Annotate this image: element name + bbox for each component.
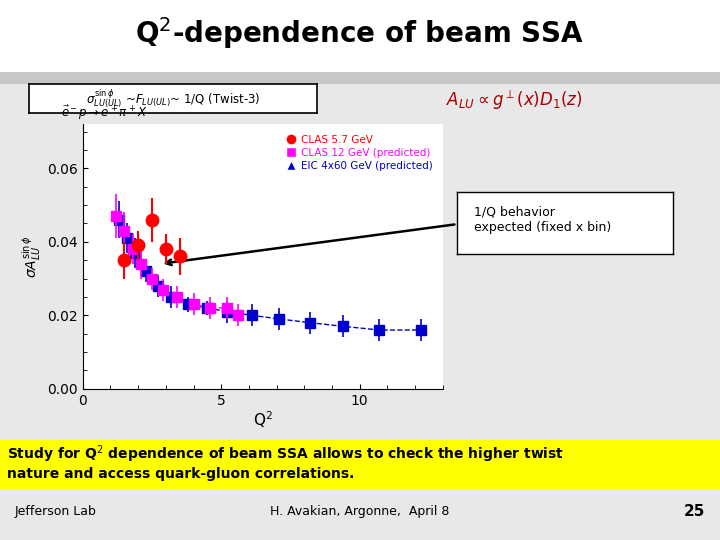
Text: Jefferson Lab: Jefferson Lab [14,505,96,518]
Text: 25: 25 [684,504,706,519]
Text: H. Avakian, Argonne,  April 8: H. Avakian, Argonne, April 8 [270,505,450,518]
Y-axis label: $\sigma A_{LU}^{\sin\phi}$: $\sigma A_{LU}^{\sin\phi}$ [22,235,45,278]
Text: Q$^2$-dependence of beam SSA: Q$^2$-dependence of beam SSA [135,15,585,51]
Text: 1/Q behavior
expected (fixed x bin): 1/Q behavior expected (fixed x bin) [474,206,612,234]
Text: $\vec{e}^-p \rightarrow e^+\pi^+X$: $\vec{e}^-p \rightarrow e^+\pi^+X$ [61,104,148,122]
Text: $A_{LU} \propto g^{\perp}(x)D_1(z)$: $A_{LU} \propto g^{\perp}(x)D_1(z)$ [446,88,582,112]
Text: Study for Q$^2$ dependence of beam SSA allows to check the higher twist
nature a: Study for Q$^2$ dependence of beam SSA a… [7,443,564,481]
Legend: CLAS 5.7 GeV, CLAS 12 GeV (predicted), EIC 4x60 GeV (predicted): CLAS 5.7 GeV, CLAS 12 GeV (predicted), E… [282,130,438,176]
Text: $\sigma^{\sin\phi}_{LU(UL)}$ ~$F_{LU(UL)}$~ 1/Q (Twist-3): $\sigma^{\sin\phi}_{LU(UL)}$ ~$F_{LU(UL)… [86,87,260,110]
X-axis label: Q$^2$: Q$^2$ [253,409,273,430]
